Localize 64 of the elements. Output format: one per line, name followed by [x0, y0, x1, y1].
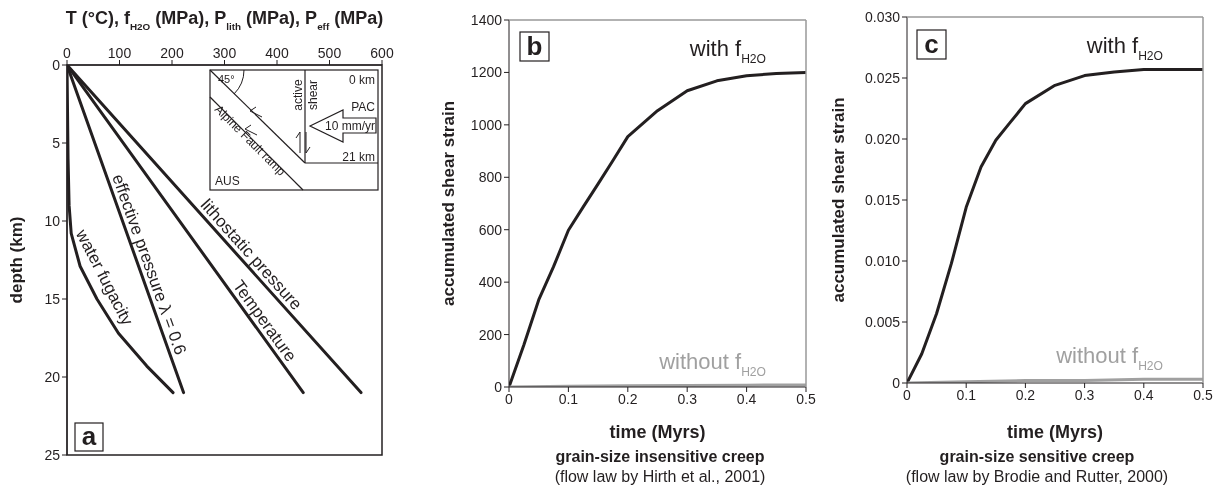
- y-tick-label: 0.005: [864, 313, 901, 330]
- x-tick-label: 0.4: [1134, 386, 1154, 403]
- y-tick-label: 1000: [470, 116, 503, 133]
- x-tick-label: 0: [63, 45, 72, 61]
- y-tick-label: 1400: [470, 11, 503, 28]
- annotation: 0 km: [348, 73, 375, 87]
- y-axis-title: depth (km): [7, 216, 27, 304]
- annotation: 45°: [218, 73, 235, 85]
- x-tick-label: 300: [212, 45, 237, 61]
- y-tick-label: 200: [478, 326, 503, 343]
- annotation: active: [291, 79, 305, 111]
- y-tick-label: 1200: [470, 64, 503, 81]
- y-axis-title: accumulated shear strain: [829, 97, 849, 303]
- annotation: AUS: [215, 174, 240, 188]
- y-tick-label: 0.025: [864, 69, 901, 86]
- x-tick-label: 0.5: [1193, 386, 1213, 403]
- annotation: 10 mm/yr: [324, 119, 375, 133]
- x-tick-label: 500: [317, 45, 342, 61]
- x-tick-label: 0: [505, 390, 514, 407]
- series-label: without f$_{H2O}$: [658, 348, 766, 379]
- x-tick-label: 0.3: [677, 390, 698, 407]
- y-tick-label: 0: [892, 374, 901, 391]
- x-tick-label: 0.1: [956, 386, 977, 403]
- y-tick-label: 600: [478, 221, 503, 238]
- x-tick-label: 200: [160, 45, 184, 61]
- x-tick-label: 0.2: [1015, 386, 1036, 403]
- y-tick-label: 0.015: [864, 191, 901, 208]
- x-tick-label: 600: [370, 45, 394, 61]
- y-tick-label: 25: [44, 446, 61, 463]
- series-label: with f$_{H2O}$: [688, 36, 766, 67]
- x-tick-label: 100: [107, 45, 132, 61]
- y-tick-label: 20: [44, 368, 61, 385]
- y-tick-label: 10: [44, 212, 61, 229]
- text: grain-size insensitive creep: [555, 448, 765, 465]
- text: (flow law by Hirth et al., 2001): [554, 468, 766, 485]
- x-tick-label: 0.4: [736, 390, 757, 407]
- series-label: without f$_{H2O}$: [1055, 343, 1163, 374]
- annotation: a: [81, 420, 97, 451]
- annotation: shear: [306, 79, 320, 111]
- series-label: with f$_{H2O}$: [1085, 33, 1163, 64]
- x-tick-label: 0.2: [618, 390, 638, 407]
- y-axis-title: accumulated shear strain: [439, 100, 459, 307]
- annotation: c: [924, 28, 939, 59]
- y-tick-label: 0.030: [864, 8, 901, 25]
- x-tick-label: 0.1: [558, 390, 579, 407]
- x-tick-label: 400: [265, 45, 289, 61]
- x-axis-title: time (Myrs): [609, 422, 706, 442]
- y-tick-label: 0.010: [864, 252, 901, 269]
- text: grain-size sensitive creep: [939, 448, 1135, 465]
- x-axis-title: time (Myrs): [1006, 422, 1104, 442]
- text: (flow law by Brodie and Rutter, 2000): [905, 468, 1169, 485]
- x-tick-label: 0.5: [796, 390, 816, 407]
- y-tick-label: 0: [52, 56, 61, 73]
- x-tick-label: 0.3: [1074, 386, 1095, 403]
- y-tick-label: 0.020: [864, 130, 901, 147]
- annotation: b: [526, 30, 543, 61]
- annotation: PAC: [351, 100, 376, 114]
- y-tick-label: 800: [478, 169, 503, 186]
- annotation: 21 km: [342, 150, 375, 164]
- y-tick-label: 15: [44, 290, 61, 307]
- x-axis-title: T (°C), f$_{H2O}$ (MPa), P$_{lith}$ (MPa), P$_{eff}$ (MPa): [65, 8, 384, 32]
- y-tick-label: 400: [478, 274, 503, 291]
- x-tick-label: 0: [903, 386, 912, 403]
- y-tick-label: 5: [52, 134, 61, 151]
